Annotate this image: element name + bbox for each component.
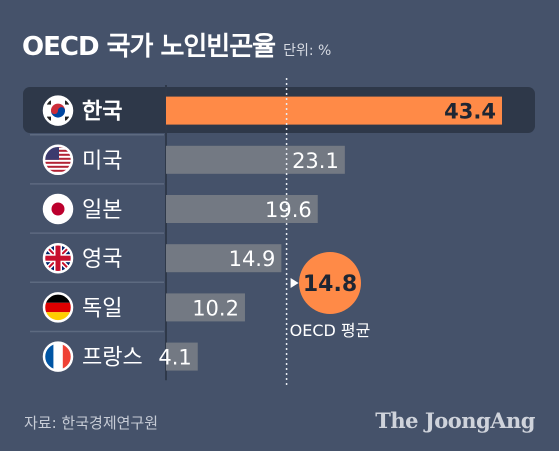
category-label: 영국: [82, 247, 122, 272]
value-label: 43.4: [444, 100, 496, 124]
germany-flag-icon: [42, 292, 74, 323]
category-label: 미국: [82, 149, 122, 174]
bar: [166, 342, 198, 371]
category-label: 일본: [82, 198, 122, 223]
value-label: 10.2: [192, 296, 239, 320]
bar: [166, 244, 282, 273]
category-label: 한국: [82, 100, 122, 125]
value-label: 4.1: [158, 346, 191, 370]
pointer-arrow-icon: [290, 278, 299, 288]
bar: [166, 96, 502, 125]
chart-header: OECD 국가 노인빈곤율 단위: %: [22, 26, 331, 63]
bar: [166, 293, 245, 322]
category-label: 프랑스: [82, 346, 143, 371]
source-note: 자료: 한국경제연구원: [24, 414, 159, 432]
brand-logo: The JoongAng: [375, 408, 535, 433]
value-label: 23.1: [292, 149, 339, 173]
category-label: 독일: [82, 296, 122, 321]
korea-flag-icon: [42, 95, 74, 126]
france-flag-icon: [42, 341, 74, 372]
average-value-label: 14.8: [303, 272, 357, 297]
average-label: OECD 평균: [290, 321, 371, 340]
value-label: 14.9: [229, 247, 276, 271]
bar: [166, 145, 345, 174]
usa-flag-icon: [42, 144, 74, 176]
uk-flag-icon: [42, 242, 74, 274]
japan-flag-icon: [42, 193, 74, 225]
bar: [166, 195, 318, 223]
value-label: 19.6: [265, 198, 312, 222]
chart-title: OECD 국가 노인빈곤율: [22, 32, 276, 62]
unit-label: 단위: %: [283, 43, 332, 59]
average-value-circle: [299, 252, 361, 314]
